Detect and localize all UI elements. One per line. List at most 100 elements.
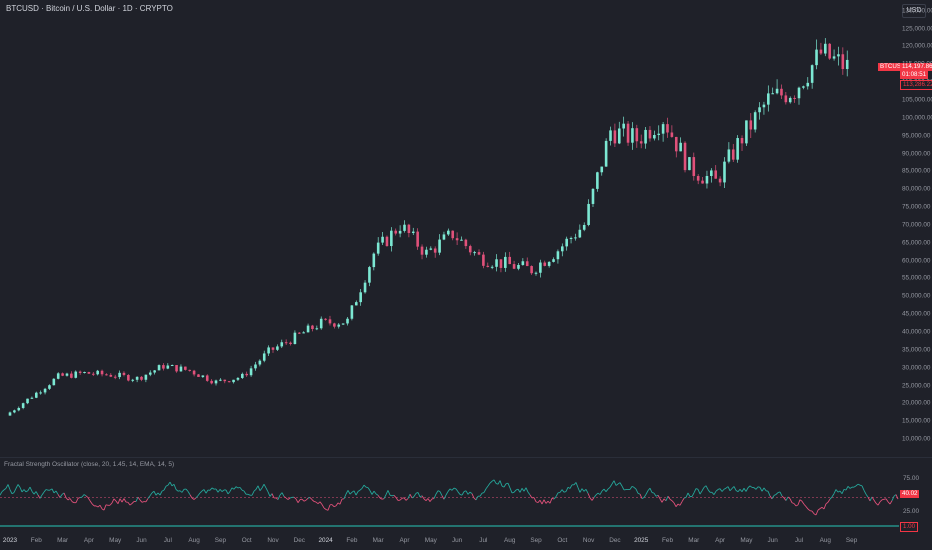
oscillator-segment — [265, 487, 269, 493]
candle-body — [648, 129, 652, 139]
oscillator-segment — [743, 488, 747, 492]
oscillator-segment — [81, 494, 85, 498]
time-label: 2025 — [634, 537, 649, 544]
oscillator-segment — [509, 487, 513, 494]
oscillator-segment — [437, 490, 441, 492]
candle-body — [425, 249, 428, 255]
candle-body — [784, 95, 788, 103]
oscillator-segment — [771, 495, 775, 500]
candle-body — [368, 267, 371, 283]
oscillator-segment — [847, 485, 851, 489]
oscillator-segment — [53, 490, 57, 494]
oscillator-segment — [259, 487, 263, 491]
candle-body — [482, 254, 485, 266]
pane-separator[interactable] — [0, 457, 932, 458]
oscillator-segment — [457, 491, 461, 495]
candle-body — [394, 230, 398, 234]
candle-body — [512, 264, 516, 269]
candle-body — [464, 239, 468, 247]
candle-body — [468, 246, 472, 253]
oscillator-segment — [483, 488, 487, 493]
oscillator-segment — [541, 499, 545, 505]
price-tick: 30,000.00 — [902, 364, 931, 372]
oscillator-value-tag: 40.02 — [900, 490, 920, 498]
oscillator-segment — [165, 484, 169, 487]
candle-body — [565, 238, 568, 247]
oscillator-segment — [569, 484, 573, 489]
candle-body — [670, 132, 674, 137]
oscillator-segment — [587, 493, 591, 498]
oscillator-segment — [445, 491, 449, 496]
oscillator-segment — [379, 497, 383, 500]
oscillator-segment — [803, 503, 807, 507]
candle-body — [219, 379, 222, 381]
oscillator-segment — [45, 489, 49, 491]
candle-body — [613, 130, 617, 144]
oscillator-segment — [111, 498, 115, 504]
candle-body — [740, 138, 744, 144]
oscillator-segment — [655, 494, 659, 497]
oscillator-segment — [247, 493, 251, 496]
oscillator-segment — [603, 488, 607, 492]
candle-body — [227, 381, 231, 383]
oscillator-segment — [1, 489, 5, 493]
oscillator-segment — [161, 489, 165, 492]
time-label: Oct — [557, 537, 568, 544]
oscillator-title[interactable]: Fractal Strength Oscillator (close, 20, … — [4, 461, 175, 468]
oscillator-segment — [41, 491, 45, 496]
oscillator-segment — [693, 488, 697, 493]
candle-body — [411, 231, 415, 234]
oscillator-segment — [755, 486, 759, 490]
candle-body — [788, 97, 792, 103]
candle-body — [561, 246, 564, 252]
candle-body — [692, 157, 696, 177]
oscillator-segment — [599, 490, 603, 495]
currency-button[interactable]: USD — [902, 4, 926, 18]
oscillator-segment — [697, 489, 701, 495]
candle-body — [451, 230, 455, 239]
countdown-tag: 01:08:51 — [900, 71, 929, 80]
time-label: Apr — [399, 537, 410, 544]
oscillator-segment — [669, 498, 673, 502]
candle-body — [661, 124, 665, 134]
candle-body — [306, 325, 310, 333]
oscillator-segment — [451, 487, 455, 491]
oscillator-segment — [361, 484, 365, 489]
time-label: Nov — [582, 537, 595, 544]
candle-body — [591, 188, 595, 204]
oscillator-segment — [829, 496, 833, 500]
candle-body — [771, 93, 774, 95]
time-label: Mar — [57, 537, 69, 544]
candle-body — [683, 142, 687, 171]
oscillator-segment — [865, 493, 869, 498]
candle-body — [552, 259, 555, 262]
oscillator-segment — [459, 494, 463, 496]
candle-body — [148, 372, 152, 375]
candle-body — [604, 140, 608, 167]
oscillator-segment — [297, 499, 301, 503]
candle-body — [819, 49, 823, 54]
oscillator-segment — [671, 500, 675, 504]
candle-body — [319, 318, 323, 329]
candle-body — [639, 141, 643, 144]
time-axis[interactable]: 2023 Feb Mar Apr May Jun Jul Aug Sep Oct Nov Dec 202… — [0, 534, 899, 550]
candle-body — [534, 272, 538, 274]
oscillator-segment — [507, 482, 511, 489]
price-tick: 65,000.00 — [902, 239, 931, 247]
oscillator-segment — [591, 497, 595, 501]
oscillator-segment — [235, 486, 239, 489]
oscillator-segment — [883, 498, 887, 500]
oscillator-segment — [679, 501, 683, 506]
time-label: Feb — [346, 537, 358, 544]
oscillator-segment — [407, 494, 411, 499]
oscillator-segment — [875, 502, 879, 506]
candle-body — [398, 230, 402, 234]
oscillator-segment — [99, 504, 103, 510]
candle-body — [78, 371, 82, 373]
time-label: May — [740, 537, 753, 544]
candle-body — [315, 328, 319, 330]
oscillator-segment — [269, 493, 273, 497]
candle-body — [26, 398, 29, 404]
time-label: Nov — [267, 537, 279, 544]
